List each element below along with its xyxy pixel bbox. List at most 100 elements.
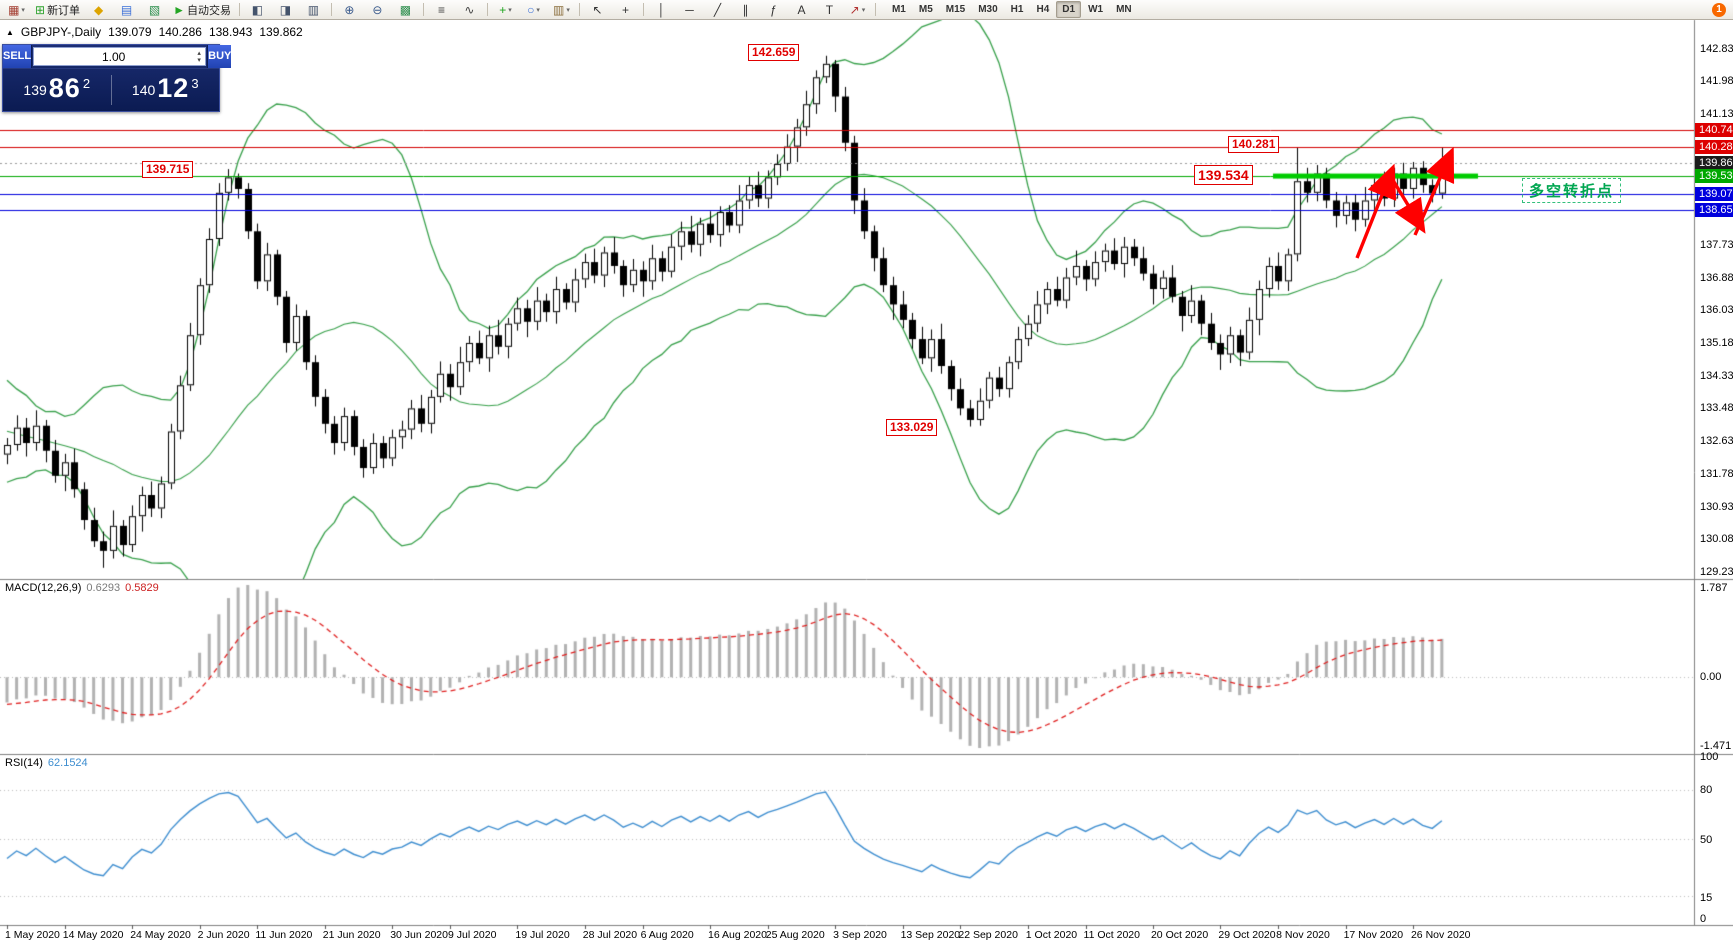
lot-stepper[interactable]: ▴ ▾ (193, 50, 205, 64)
rsi-value: 62.1524 (47, 757, 88, 769)
timeframe-m15-button[interactable]: M15 (945, 4, 966, 15)
metaeditor-icon: ◆ (93, 2, 104, 17)
templates-dropdown-icon[interactable]: ▾ (566, 6, 570, 14)
text-label-icon: T (825, 2, 834, 17)
text-label-button[interactable]: T (816, 0, 843, 19)
date-axis-label: 11 Jun 2020 (255, 929, 313, 941)
price-label-object[interactable]: 140.281 (1228, 136, 1280, 153)
navigator-button[interactable]: ▧ (141, 0, 168, 19)
horizontal-line-button[interactable]: ─ (676, 0, 703, 19)
timeframe-m1-button[interactable]: M1 (891, 4, 906, 15)
date-axis-label: 3 Sep 2020 (833, 929, 887, 941)
lot-size-input[interactable] (34, 48, 194, 65)
rsi-scale-label: 50 (1700, 834, 1713, 846)
price-label-object[interactable]: 139.534 (1194, 165, 1253, 185)
date-axis-label: 25 Aug 2020 (765, 929, 825, 941)
metaeditor-button[interactable]: ◆ (85, 0, 112, 19)
tile-windows-icon: ◧ (251, 2, 264, 17)
timeframe-m30-button[interactable]: M30 (978, 4, 998, 15)
sell-button[interactable]: SELL (3, 45, 33, 68)
ohlc-open: 139.079 (108, 25, 152, 39)
rsi-scale-label: 0 (1700, 913, 1707, 925)
timeframe-m5-button[interactable]: M5 (918, 4, 933, 15)
vertical-line-icon: │ (657, 2, 666, 17)
channel-button[interactable]: ∥ (732, 0, 759, 19)
add-indicator-button[interactable]: + ▾ (492, 0, 519, 19)
autotrading-button[interactable]: ► 自动交易 (169, 0, 235, 19)
price-label-object[interactable]: 139.715 (142, 161, 194, 178)
price-axis-label: 141.985 (1700, 75, 1733, 88)
trendline-button[interactable]: ╱ (704, 0, 731, 19)
price-axis-label: 135.185 (1700, 337, 1733, 350)
rsi-scale-label: 100 (1700, 751, 1719, 763)
price-axis-tag: 138.659 (1695, 202, 1733, 217)
cursor-icon: ↖ (592, 2, 603, 17)
price-axis-tag: 139.862 (1695, 156, 1733, 171)
price-axis-label: 136.035 (1700, 304, 1733, 317)
new-chart-dropdown-icon[interactable]: ▾ (21, 6, 25, 14)
toolbar-separator (330, 3, 332, 16)
templates-button[interactable]: ▥ ▾ (548, 0, 575, 19)
lot-size-field[interactable]: ▴ ▾ (33, 47, 207, 66)
ask-price: 140 12 3 (112, 74, 220, 106)
macd-name: MACD(12,26,9) (5, 582, 82, 594)
arrange-windows-button[interactable]: ▥ (300, 0, 327, 19)
date-axis-label: 11 Oct 2020 (1083, 929, 1140, 941)
timeframe-h1-button[interactable]: H1 (1010, 4, 1024, 15)
market-watch-icon: ▤ (120, 2, 133, 17)
notification-badge[interactable]: 1 (1712, 3, 1726, 17)
crosshair-button[interactable]: + (612, 0, 639, 19)
text-button[interactable]: A (788, 0, 815, 19)
price-label-object[interactable]: 142.659 (748, 44, 800, 61)
date-axis-label: 30 Jun 2020 (390, 929, 448, 941)
price-axis-label: 131.785 (1700, 467, 1733, 480)
vertical-line-button[interactable]: │ (648, 0, 675, 19)
line-chart-mode-button[interactable]: ∿ (456, 0, 483, 19)
cascade-windows-button[interactable]: ◨ (272, 0, 299, 19)
price-axis-label: 141.135 (1700, 107, 1733, 120)
rsi-indicator-label: RSI(14) 62.1524 (5, 757, 88, 769)
timeframe-mn-button[interactable]: MN (1116, 4, 1132, 15)
periods-button[interactable]: ○ ▾ (520, 0, 547, 19)
timeframe-d1-button[interactable]: D1 (1056, 1, 1082, 18)
date-axis-label: 21 Jun 2020 (322, 929, 381, 941)
new-order-button[interactable]: ⊞ 新订单 (31, 0, 84, 19)
add-indicator-icon: + (499, 2, 507, 17)
symbol-ohlc-line: ▲ GBPJPY-,Daily 139.079 140.286 138.943 … (6, 25, 303, 39)
ohlc-high: 140.286 (158, 25, 202, 39)
new-chart-button[interactable]: ▦ ▾ (3, 0, 30, 19)
crosshair-icon: + (621, 2, 629, 17)
toolbar-separator (486, 3, 488, 16)
timeframe-w1-button[interactable]: W1 (1088, 4, 1104, 15)
tile-windows-button[interactable]: ◧ (244, 0, 271, 19)
buy-button[interactable]: BUY (207, 45, 232, 68)
zoom-in-button[interactable]: ⊕ (336, 0, 363, 19)
periods-dropdown-icon[interactable]: ▾ (536, 6, 540, 14)
macd-signal-value: 0.5829 (125, 582, 159, 594)
add-indicator-dropdown-icon[interactable]: ▾ (508, 6, 512, 14)
arrows-tool-button[interactable]: ↗ ▾ (844, 0, 871, 19)
timeframe-h4-button[interactable]: H4 (1036, 4, 1050, 15)
date-axis-label: 17 Nov 2020 (1343, 929, 1404, 941)
bid-price: 139 86 2 (3, 74, 111, 106)
one-click-toggle-icon[interactable]: ▲ (6, 27, 14, 37)
zoom-out-button[interactable]: ⊖ (364, 0, 391, 19)
grid-button[interactable]: ▩ (392, 0, 419, 19)
bar-chart-mode-button[interactable]: ≡ (428, 0, 455, 19)
price-label-object[interactable]: 133.029 (886, 419, 938, 436)
symbol-name: GBPJPY-,Daily (20, 25, 102, 39)
cursor-button[interactable]: ↖ (584, 0, 611, 19)
arrange-windows-icon: ▥ (307, 2, 320, 17)
fibonacci-button[interactable]: ƒ (760, 0, 787, 19)
lot-increase-icon[interactable]: ▴ (197, 49, 201, 57)
macd-main-value: 0.6293 (86, 582, 121, 594)
chart-annotation-text[interactable]: 多空转折点 (1522, 178, 1622, 203)
market-watch-button[interactable]: ▤ (113, 0, 140, 19)
lot-decrease-icon[interactable]: ▾ (197, 56, 201, 64)
main-toolbar: ▦ ▾ ⊞ 新订单 ◆ ▤ ▧ ► 自动交易 ◧ ◨ ▥ ⊕ ⊖ ▩ ≡ ∿ + ▾ ○ ▾ ▥ ▾ ↖ + │ ─ ╱ ∥ ƒ A T ↗ ▾ M… (0, 0, 1733, 20)
arrows-tool-dropdown-icon[interactable]: ▾ (861, 6, 866, 14)
bid-small-digits: 139 (23, 81, 47, 98)
zoom-out-icon: ⊖ (372, 2, 383, 17)
